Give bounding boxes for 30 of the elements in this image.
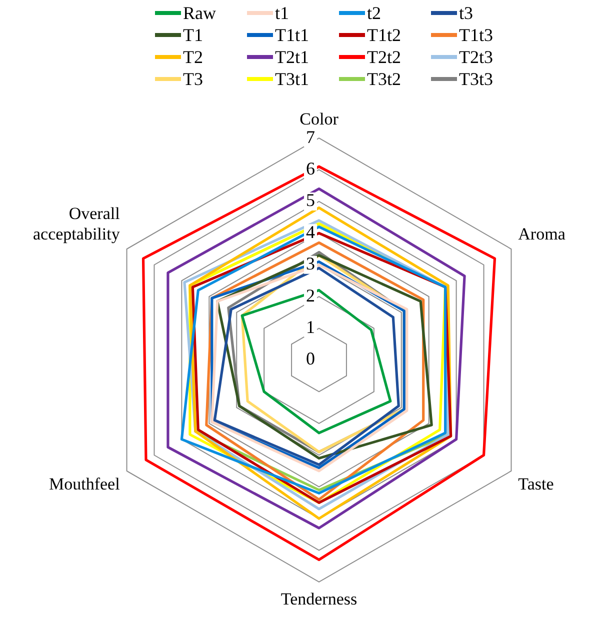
legend-label: T1t1 [275, 24, 309, 46]
y-tick-label: 5 [306, 190, 315, 210]
legend-label: T3 [183, 68, 203, 90]
y-tick-label: 7 [306, 126, 315, 147]
y-tick-label: 3 [306, 254, 315, 274]
legend-label: T2 [183, 46, 203, 68]
spoke-label: Overall acceptability [33, 204, 120, 244]
y-tick-label: 1 [306, 317, 315, 338]
legend-label: t3 [459, 2, 474, 24]
legend-label: T2t2 [367, 46, 401, 68]
y-tick-label: 6 [306, 158, 315, 178]
spoke-label: Taste [518, 474, 554, 494]
legend-label: T1 [183, 24, 203, 46]
legend-label: T2t1 [275, 46, 309, 68]
legend-label: T3t2 [367, 68, 401, 90]
legend-label: t1 [275, 2, 290, 24]
y-tick-label: 0 [306, 348, 315, 369]
y-tick-label: 4 [306, 222, 315, 242]
legend-label: T1t3 [459, 24, 493, 46]
legend-label: T3t1 [275, 68, 309, 90]
spoke-label: Color [300, 109, 339, 128]
legend-label: T1t2 [367, 24, 401, 46]
spoke-label: Mouthfeel [49, 474, 120, 494]
legend-label: Raw [183, 2, 216, 24]
spoke-label: Tenderness [280, 590, 358, 609]
legend-label: T2t3 [459, 46, 493, 68]
legend-label: t2 [367, 2, 382, 24]
legend-label: T3t3 [459, 68, 493, 90]
spoke-label: Aroma [518, 224, 566, 244]
y-tick-label: 2 [306, 285, 315, 306]
